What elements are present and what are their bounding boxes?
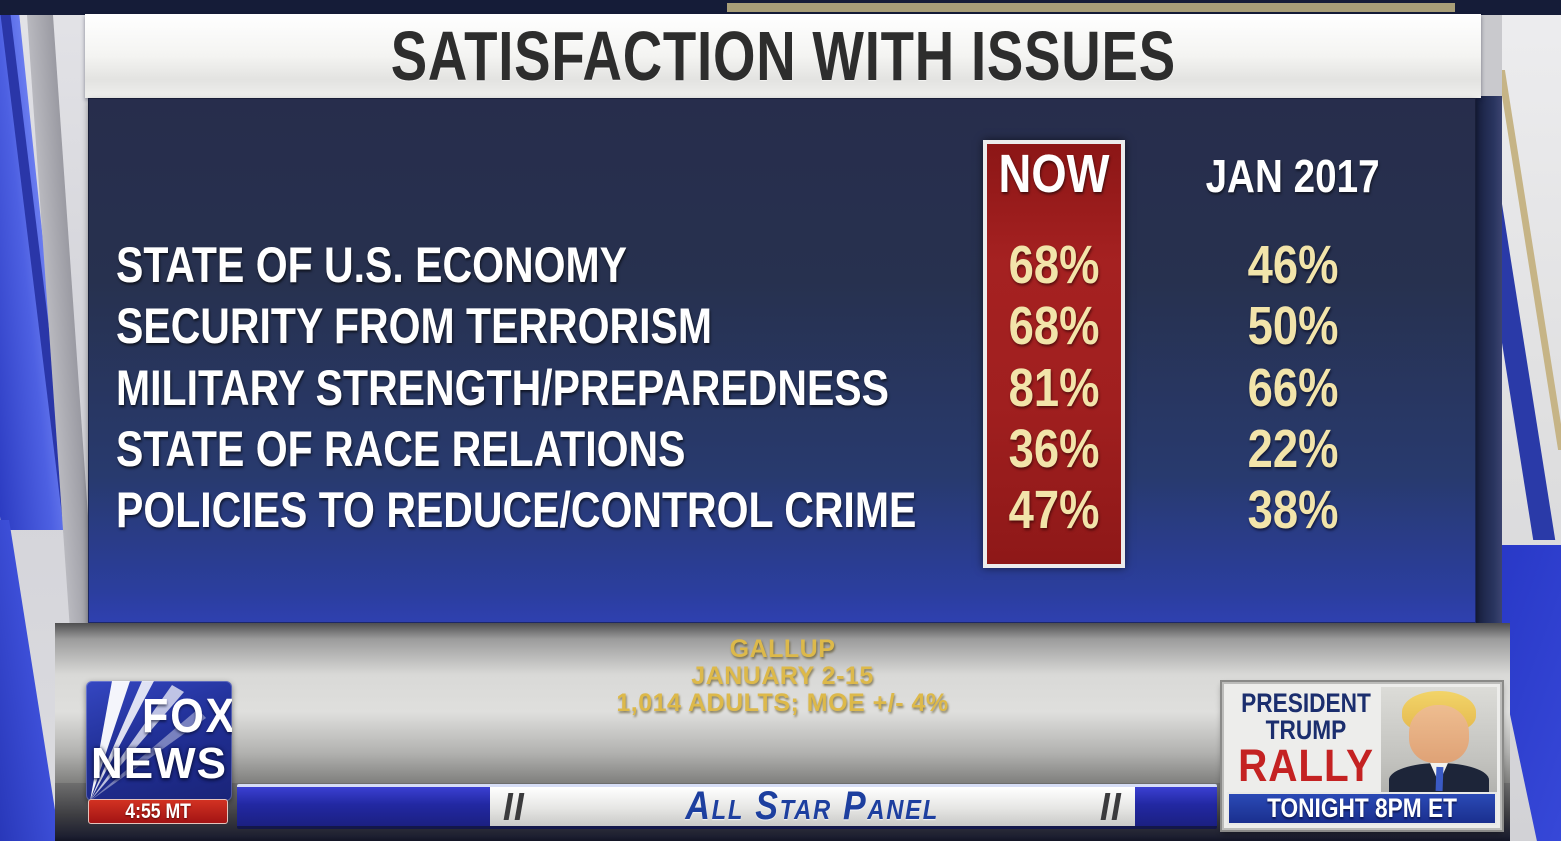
time-badge: 4:55 MT: [88, 799, 228, 824]
headline-title: SATISFACTION WITH ISSUES: [390, 17, 1176, 95]
row-value-jan-2017: 38%: [1247, 480, 1339, 540]
photo-tie: [1435, 766, 1444, 792]
segment-title: All Star Panel: [685, 784, 940, 828]
poll-panel: NOW JAN 2017 STATE OF U.S. ECONOMY 68% 4…: [88, 98, 1476, 626]
column-header-jan-2017: JAN 2017: [1205, 150, 1380, 202]
row-label: STATE OF RACE RELATIONS: [116, 421, 686, 477]
fox-wordmark: FOX: [142, 690, 232, 743]
background-stripe: [1502, 545, 1561, 841]
row-label: STATE OF U.S. ECONOMY: [116, 237, 628, 293]
lower-third-bar: All Star Panel: [237, 784, 1217, 829]
source-sample: 1,014 ADULTS; MOE +/- 4%: [616, 689, 949, 717]
promo-line: TRUMP: [1265, 715, 1347, 745]
row-value-now: 36%: [1008, 419, 1100, 479]
table-row: STATE OF U.S. ECONOMY 68% 46%: [88, 235, 1476, 296]
row-label: POLICIES TO REDUCE/CONTROL CRIME: [116, 482, 917, 538]
segment-title-band: All Star Panel: [490, 784, 1135, 828]
headline-banner: SATISFACTION WITH ISSUES: [85, 14, 1481, 98]
row-value-now: 81%: [1008, 358, 1100, 418]
row-label: MILITARY STRENGTH/PREPAREDNESS: [116, 360, 890, 416]
fox-searchlight-icon: [90, 681, 206, 801]
fox-news-logo: FOX NEWS: [86, 681, 232, 801]
photo-face: [1409, 705, 1469, 763]
trump-photo: [1381, 687, 1497, 793]
news-wordmark: NEWS: [91, 739, 227, 788]
top-frame-accent: [727, 3, 1455, 12]
now-column-highlight: NOW: [983, 140, 1125, 568]
row-value-jan-2017: 46%: [1247, 235, 1339, 295]
source-name: GALLUP: [729, 635, 836, 663]
promo-text: PRESIDENT TRUMP RALLY: [1228, 688, 1384, 791]
promo-rally-text: RALLY: [1238, 740, 1374, 791]
row-label: SECURITY FROM TERRORISM: [116, 298, 713, 354]
promo-card: PRESIDENT TRUMP RALLY TONIGHT 8PM ET: [1222, 682, 1502, 830]
background-stripe: [0, 520, 63, 841]
studio-background-right: [1502, 0, 1561, 841]
source-dates: JANUARY 2-15: [691, 662, 874, 690]
source-attribution: GALLUP JANUARY 2-15 1,014 ADULTS; MOE +/…: [55, 636, 1510, 717]
table-row: STATE OF RACE RELATIONS 36% 22%: [88, 419, 1476, 480]
table-row: SECURITY FROM TERRORISM 68% 50%: [88, 296, 1476, 357]
row-value-now: 68%: [1008, 235, 1100, 295]
row-value-now: 47%: [1008, 480, 1100, 540]
row-value-now: 68%: [1008, 296, 1100, 356]
divider-bars-icon: [503, 793, 525, 820]
table-row: POLICIES TO REDUCE/CONTROL CRIME 47% 38%: [88, 480, 1476, 541]
promo-schedule: TONIGHT 8PM ET: [1227, 792, 1497, 825]
promo-line: PRESIDENT: [1241, 688, 1371, 718]
row-value-jan-2017: 50%: [1247, 296, 1339, 356]
column-header-now: NOW: [998, 144, 1110, 204]
row-value-jan-2017: 66%: [1247, 358, 1339, 418]
row-value-jan-2017: 22%: [1247, 419, 1339, 479]
divider-bars-icon: [1100, 793, 1122, 820]
panel-side-edge: [1476, 96, 1502, 624]
table-row: MILITARY STRENGTH/PREPAREDNESS 81% 66%: [88, 358, 1476, 419]
